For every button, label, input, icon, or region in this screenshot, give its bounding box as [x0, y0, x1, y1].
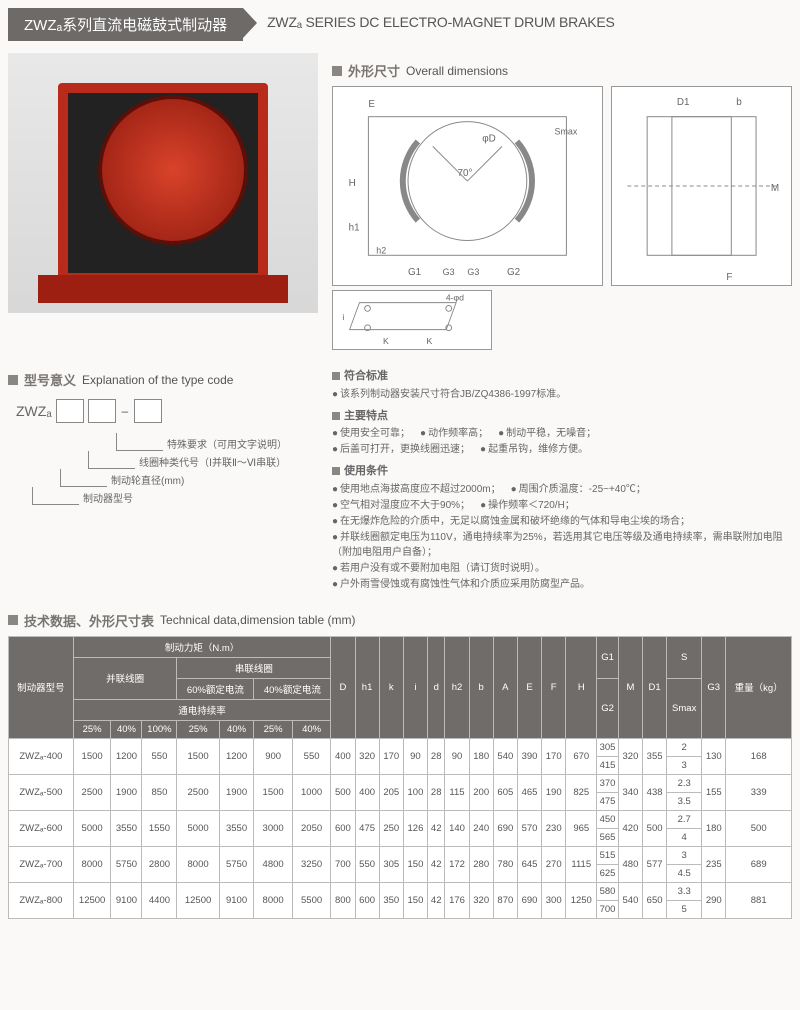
- svg-text:φD: φD: [482, 133, 496, 144]
- svg-text:h2: h2: [376, 245, 386, 255]
- svg-text:G2: G2: [507, 267, 520, 278]
- svg-text:M: M: [771, 183, 779, 194]
- svg-text:K: K: [427, 336, 433, 346]
- svg-text:F: F: [726, 272, 732, 283]
- section-conditions: 使用条件: [332, 463, 792, 480]
- data-table: 制动器型号 制动力矩（N.m） Dh1ki dh2bA EFH G1MD1 SG…: [8, 636, 792, 919]
- svg-text:D1: D1: [677, 97, 690, 108]
- section-table: 技术数据、外形尺寸表 Technical data,dimension tabl…: [8, 611, 792, 630]
- page-header: ZWZₐ系列直流电磁鼓式制动器 ZWZₐ SERIES DC ELECTRO-M…: [8, 8, 792, 41]
- header-title-zh: ZWZₐ系列直流电磁鼓式制动器: [8, 8, 243, 41]
- svg-text:Smax: Smax: [555, 127, 578, 137]
- conditions-list: 使用地点海拔高度应不超过2000m；周围介质温度：-25~+40℃；空气相对湿度…: [332, 482, 792, 592]
- svg-text:G3: G3: [467, 267, 479, 277]
- section-features: 主要特点: [332, 408, 792, 425]
- product-photo: [8, 53, 318, 313]
- svg-text:K: K: [383, 336, 389, 346]
- dimension-diagram: 70° φD E H h1 h2 G1 G3 G3 G2 Smax: [332, 86, 792, 286]
- svg-text:G3: G3: [443, 267, 455, 277]
- svg-text:4-φd: 4-φd: [446, 293, 464, 303]
- features-list: 使用安全可靠；动作频率高；制动平稳，无噪音；后盖可打开，更换线圈迅速；起重吊钩，…: [332, 426, 792, 457]
- section-standard: 符合标准: [332, 368, 792, 385]
- svg-text:H: H: [349, 178, 356, 189]
- svg-text:E: E: [368, 99, 375, 110]
- type-code-diagram: ZWZₐ – 特殊要求（可用文字说明） 线圈种类代号（Ⅰ并联Ⅱ～Ⅵ串联） 制动轮…: [8, 399, 318, 505]
- svg-text:h1: h1: [349, 223, 360, 234]
- mounting-diagram: 4-φd K K i: [332, 290, 492, 350]
- svg-text:G1: G1: [408, 267, 422, 278]
- section-dimensions: 外形尺寸 Overall dimensions: [332, 61, 792, 80]
- svg-text:i: i: [342, 312, 344, 322]
- header-title-en: ZWZₐ SERIES DC ELECTRO-MAGNET DRUM BRAKE…: [243, 8, 792, 41]
- svg-text:70°: 70°: [457, 168, 472, 179]
- section-typecode: 型号意义 Explanation of the type code: [8, 370, 318, 389]
- svg-text:b: b: [736, 97, 742, 108]
- standard-text: 该系列制动器安装尺寸符合JB/ZQ4386-1997标准。: [332, 387, 792, 402]
